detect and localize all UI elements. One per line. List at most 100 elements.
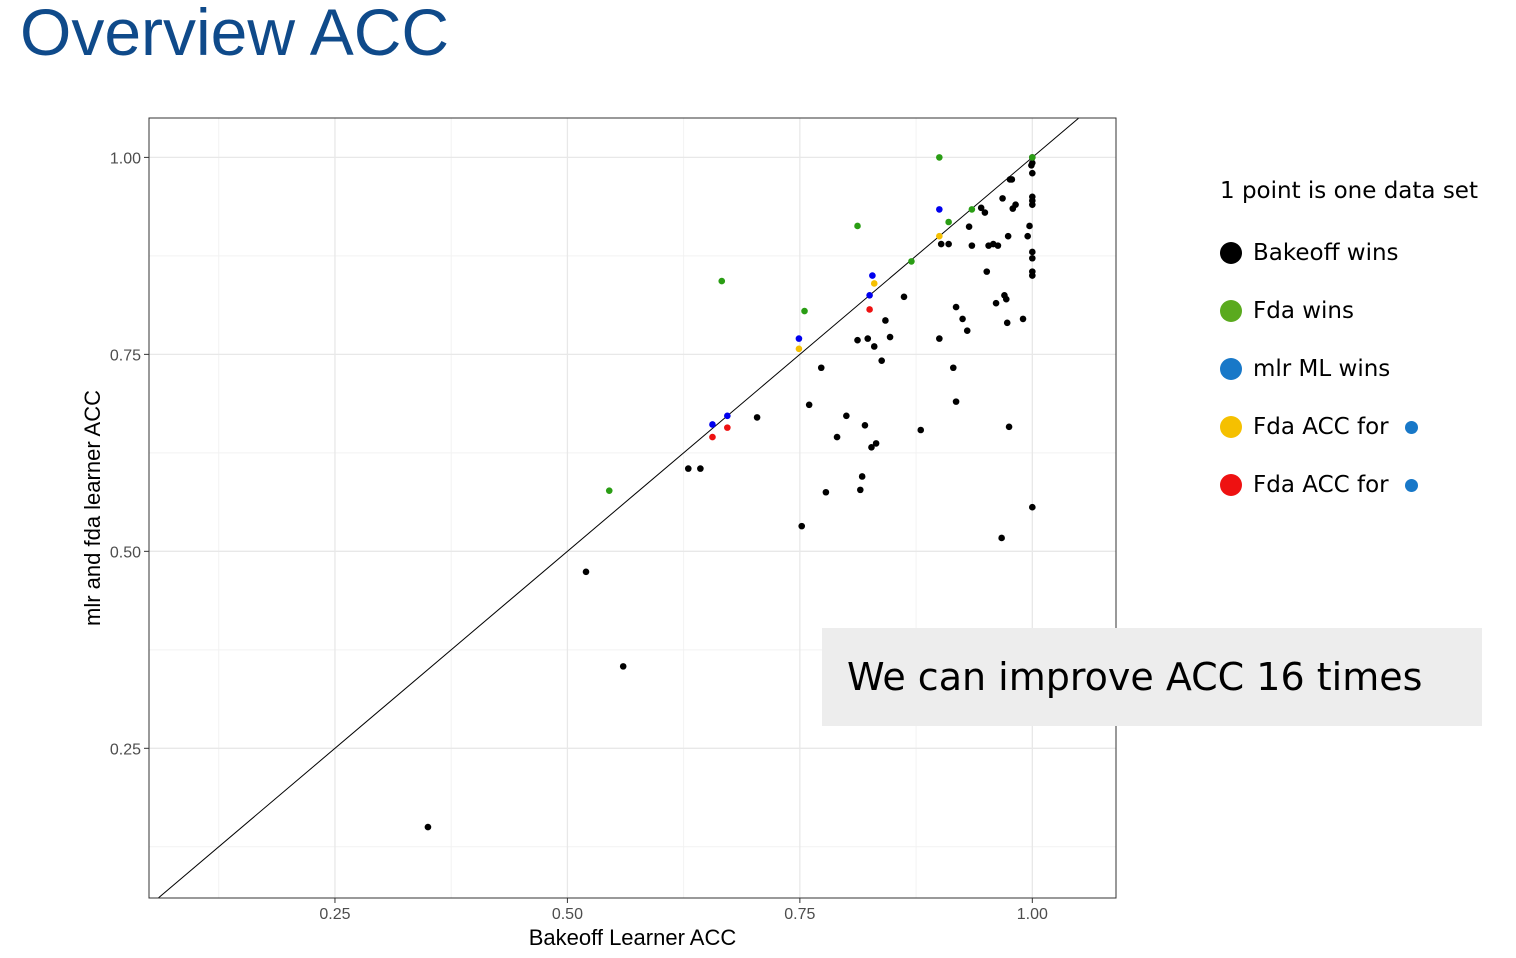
data-point	[936, 335, 943, 342]
legend-item-label: Fda ACC for	[1253, 472, 1389, 498]
data-point	[1002, 295, 1010, 303]
data-point	[882, 317, 889, 324]
data-point	[965, 223, 973, 231]
data-point	[1029, 159, 1036, 167]
data-point	[908, 258, 915, 265]
data-point	[801, 307, 808, 315]
data-point	[936, 206, 943, 213]
data-point	[1029, 254, 1036, 262]
data-point	[963, 327, 971, 335]
legend-dot-icon	[1220, 242, 1242, 264]
data-point	[968, 206, 976, 213]
data-point	[864, 335, 872, 342]
data-point	[798, 522, 806, 530]
data-point	[992, 299, 1000, 307]
data-point	[709, 433, 716, 441]
data-point	[1029, 154, 1036, 161]
data-point	[709, 421, 716, 428]
axes: 0.25 0.50 0.75 1.00 0.25 0.50 0.75 1.00 Bakeoff …	[80, 117, 1117, 950]
data-point	[981, 209, 989, 216]
legend-dot-icon	[1220, 416, 1242, 438]
legend-item-fda: Fda wins	[1220, 282, 1510, 340]
data-point	[1019, 315, 1027, 323]
legend-item-label: Fda ACC for	[1253, 414, 1389, 440]
legend-dot-icon	[1220, 474, 1242, 496]
data-point	[1029, 503, 1036, 511]
data-point	[817, 364, 825, 372]
data-point	[949, 364, 957, 372]
data-point	[952, 303, 960, 311]
data-point	[843, 412, 850, 420]
x-tick-label: 1.00	[1017, 906, 1048, 923]
x-tick-label: 0.75	[784, 906, 815, 923]
data-point	[869, 272, 876, 279]
data-point	[866, 291, 873, 299]
data-point	[718, 277, 726, 285]
data-point	[1012, 201, 1019, 208]
data-point	[868, 444, 875, 451]
x-tick-label: 0.25	[319, 906, 350, 923]
data-point	[1029, 169, 1036, 177]
callout-text: We can improve ACC 16 times	[847, 655, 1423, 699]
data-points	[424, 154, 1036, 831]
data-point	[872, 440, 880, 447]
legend-title: 1 point is one data set	[1220, 178, 1478, 204]
legend-item-mlr: mlr ML wins	[1220, 340, 1510, 398]
legend-dot-icon	[1220, 358, 1242, 380]
data-point	[998, 534, 1005, 542]
y-tick-label: 1.00	[110, 150, 141, 167]
data-point	[1008, 176, 1016, 183]
y-tick-label: 0.25	[110, 741, 141, 758]
data-point	[977, 204, 985, 212]
legend-mini-dot-icon	[1404, 420, 1418, 434]
data-point	[952, 398, 960, 405]
legend-item-label: mlr ML wins	[1253, 356, 1391, 382]
legend-mini-dot-icon	[1404, 478, 1418, 492]
data-point	[968, 242, 976, 249]
data-point	[605, 487, 613, 494]
data-point	[1029, 248, 1036, 256]
legend-item-label: Bakeoff wins	[1253, 240, 1399, 266]
data-point	[1005, 423, 1013, 431]
data-point	[945, 218, 952, 226]
y-tick-label: 0.50	[110, 544, 141, 561]
data-point	[854, 336, 861, 344]
data-point	[945, 240, 952, 248]
callout-box: We can improve ACC 16 times	[822, 628, 1482, 726]
data-point	[684, 465, 692, 472]
legend-item-fda-acc-yellow: Fda ACC for	[1220, 398, 1510, 456]
y-axis-label: mlr and fda learner ACC	[80, 390, 105, 626]
data-point	[1029, 201, 1036, 208]
data-point	[1029, 272, 1036, 279]
data-point	[857, 486, 864, 494]
data-point	[999, 195, 1006, 202]
data-point	[870, 343, 878, 350]
plot-border	[148, 117, 1117, 899]
data-point	[1004, 232, 1012, 240]
x-tick-label: 0.50	[552, 906, 583, 923]
data-point	[619, 663, 627, 670]
data-point	[822, 488, 830, 496]
legend-item-bakeoff: Bakeoff wins	[1220, 224, 1510, 282]
data-point	[983, 268, 991, 275]
identity-line	[157, 117, 1080, 899]
data-point	[833, 433, 841, 441]
data-point	[724, 412, 731, 420]
data-point	[854, 222, 861, 230]
data-point	[805, 401, 813, 409]
data-point	[795, 335, 803, 342]
data-point	[1026, 222, 1033, 230]
data-point	[936, 232, 943, 240]
data-point	[936, 154, 943, 161]
data-point	[878, 357, 885, 364]
data-point	[795, 345, 803, 353]
data-point	[870, 280, 878, 287]
data-point	[697, 465, 704, 472]
legend-item-fda-acc-red: Fda ACC for	[1220, 456, 1510, 514]
data-point	[1024, 232, 1031, 240]
data-point	[753, 414, 761, 421]
data-point	[937, 240, 945, 248]
grid-lines	[149, 118, 1116, 898]
data-point	[900, 293, 908, 301]
